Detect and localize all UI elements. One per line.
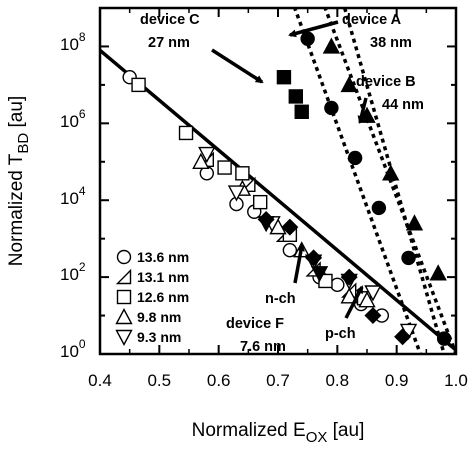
data-point-circle-filled <box>371 200 387 216</box>
data-point-square-filled <box>276 69 292 85</box>
legend-marker-triangle-down <box>115 329 133 346</box>
y-tick-label: 100 <box>60 337 86 361</box>
x-tick-label: 1.0 <box>444 371 468 390</box>
annotation-device-a-size: 38 nm <box>370 35 412 51</box>
data-point-triangle-up <box>358 291 376 308</box>
data-point-square <box>235 166 250 181</box>
data-point-square <box>252 194 268 210</box>
axis-ticks <box>99 7 457 355</box>
data-point-triangle-down <box>198 146 216 164</box>
x-tick-label: 0.8 <box>325 371 349 390</box>
data-point-circle-filled <box>300 31 315 46</box>
y-tick-label: 102 <box>60 260 86 284</box>
data-point-triangle-down <box>227 185 246 202</box>
fit-line-device-A <box>323 8 456 354</box>
y-axis-title: Normalized TBD [au] <box>6 96 32 266</box>
data-point-circle-filled <box>324 100 339 116</box>
annotation-device-f-name: device F <box>226 316 284 332</box>
data-point-circle-filled <box>436 331 452 346</box>
y-tick-labels: 100 102 104 106 108 <box>60 30 86 361</box>
legend-marker-triangle-up <box>115 308 133 325</box>
legend-label: 9.3 nm <box>137 329 181 345</box>
data-point-triangle-up <box>192 152 210 169</box>
data-point-triangle-down <box>364 285 382 302</box>
legend-label: 13.1 nm <box>137 269 189 285</box>
data-point-triangle-up-filled <box>340 75 358 93</box>
legend-markers <box>115 249 133 346</box>
y-tick-label: 106 <box>60 107 86 131</box>
legend-marker-half-triangle <box>115 268 132 285</box>
data-point-diamond-filled <box>257 210 275 228</box>
y-tick-label: 108 <box>60 30 86 54</box>
data-point-diamond-filled <box>305 249 323 267</box>
data-point-square <box>178 125 194 141</box>
annotation-device-b-name: device B <box>356 74 416 90</box>
legend: 13.6 nm 13.1 nm 12.6 nm 9.8 nm 9.3 nm <box>115 249 189 346</box>
data-point-triangle-up-filled <box>382 164 400 181</box>
data-point-circle-filled <box>347 150 363 166</box>
data-point-triangle-up-filled <box>322 37 341 54</box>
data-point-circle-filled <box>401 250 416 266</box>
data-point-circle <box>282 242 298 258</box>
x-tick-label: 0.5 <box>147 371 171 390</box>
annotation-device-f-size: 7.6 nm <box>240 339 286 355</box>
annotation-pch-label: p-ch <box>325 326 356 342</box>
fit-line-thin-oxides <box>100 48 456 352</box>
annotation-arrows <box>211 20 368 319</box>
arrow-device-c <box>211 48 264 84</box>
data-point-diamond-filled <box>364 307 382 325</box>
legend-label: 12.6 nm <box>137 289 189 305</box>
x-tick-label: 0.7 <box>266 371 290 390</box>
x-tick-label: 0.4 <box>88 371 112 390</box>
arrow-device-b <box>357 97 368 124</box>
legend-label: 13.6 nm <box>137 249 189 265</box>
arrow-nch <box>293 243 305 284</box>
legend-marker-square <box>116 289 132 305</box>
x-axis-title: Normalized EOX [au] <box>192 420 365 446</box>
arrow-pch <box>344 285 364 319</box>
annotation-device-a-name: device A <box>342 12 402 28</box>
data-point-square <box>131 77 146 93</box>
data-point-circle <box>330 277 345 292</box>
data-point-square-filled <box>294 104 309 120</box>
annotation-device-c-size: 27 nm <box>148 35 190 51</box>
annotation-device-b-size: 44 nm <box>382 97 424 113</box>
legend-label: 9.8 nm <box>137 309 181 325</box>
data-point-square-filled <box>288 89 303 104</box>
annotation-nch-label: n-ch <box>265 291 296 307</box>
y-tick-label: 104 <box>60 184 86 208</box>
x-tick-labels: 0.4 0.5 0.6 0.7 0.8 0.9 1.0 <box>88 371 468 390</box>
data-point-diamond-filled <box>340 268 358 286</box>
data-point-diamond-filled <box>281 218 299 236</box>
legend-marker-circle <box>116 249 132 265</box>
data-point-triangle-down-filled <box>310 266 329 283</box>
arrow-device-a <box>288 20 339 38</box>
annotation-device-c-name: device C <box>140 12 200 28</box>
data-point-square <box>217 160 232 175</box>
x-tick-label: 0.9 <box>385 371 409 390</box>
data-point-triangle-up-filled <box>429 264 447 281</box>
data-point-triangle-up-filled <box>405 214 424 231</box>
data-point-triangle-up <box>340 287 358 304</box>
data-point-diamond-filled <box>394 328 412 346</box>
x-tick-label: 0.6 <box>207 371 231 390</box>
